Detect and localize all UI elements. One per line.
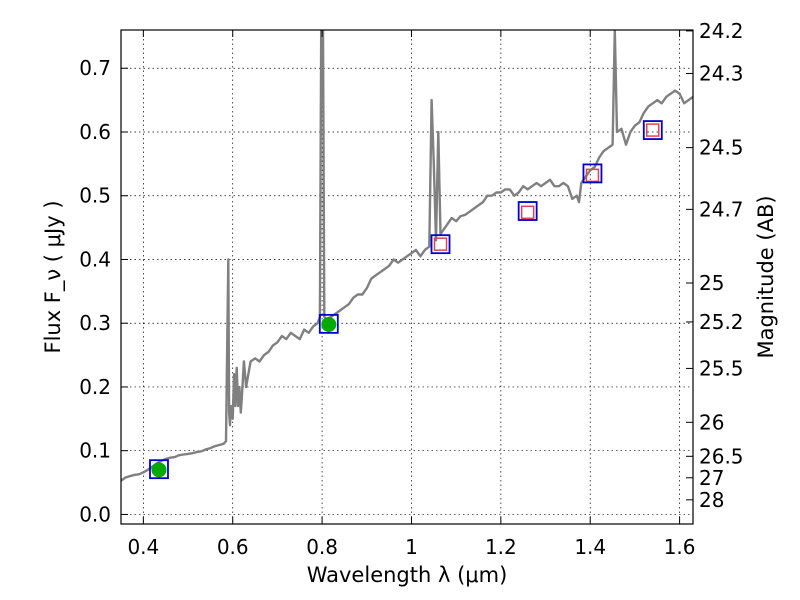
x-tick-label: 1 [405,535,418,559]
y2-tick-label: 27 [699,466,724,490]
y2-tick-label: 25.5 [699,356,744,380]
y-tick-label: 0.6 [79,120,111,144]
x-tick-label: 1.6 [664,535,696,559]
photometry-point-open [433,237,448,251]
spectrum-line [121,30,693,482]
x-tick-label: 0.8 [306,535,338,559]
photometry-point-open [646,123,660,137]
x-axis-label: Wavelength λ (μm) [307,563,508,587]
y-tick-label: 0.1 [79,439,111,463]
y-tick-label: 0.3 [79,311,111,335]
photometry-point-filled [321,316,337,332]
x-tick-label: 0.4 [127,535,159,559]
model-box-marker [430,234,451,255]
axis-ticks: 0.4 0.6 0.8 1 1.2 1.4 1.6 0.0 0.1 0.2 0.3 0.4 0.5 0.6… [79,19,743,559]
y2-tick-label: 24.7 [699,197,744,221]
y2-tick-label: 24.5 [699,136,744,160]
x-tick-label: 1.2 [485,535,517,559]
model-box-marker [582,163,603,184]
model-box-marker [642,120,663,140]
x-tick-label: 0.6 [217,535,249,559]
x-tick-label: 1.4 [574,535,606,559]
y2-tick-label: 24.2 [699,19,744,43]
y-tick-label: 0.0 [79,502,111,526]
y-tick-label: 0.5 [79,184,111,208]
plot-data [121,30,693,482]
y-tick-label: 0.7 [79,56,111,80]
photometry-point-open [520,205,535,220]
photometry-point-open [585,168,600,183]
y2-tick-label: 26.5 [699,444,744,468]
gridlines [121,30,693,524]
y-tick-label: 0.4 [79,247,111,271]
y2-tick-label: 25 [699,271,724,295]
y-axis-label: Flux F_ν ( μJy ) [41,200,66,353]
y2-tick-label: 28 [699,488,724,512]
photometry-point-filled [151,462,167,478]
model-box-marker [149,459,169,480]
y-tick-label: 0.2 [79,375,111,399]
y2-tick-label: 24.3 [699,61,744,85]
y2-tick-label: 26 [699,410,724,434]
plot-frame [120,29,694,525]
y2-tick-label: 25.2 [699,310,744,334]
model-box-marker [318,313,339,334]
y2-axis-label: Magnitude (AB) [754,195,778,358]
model-box-marker [517,201,538,221]
